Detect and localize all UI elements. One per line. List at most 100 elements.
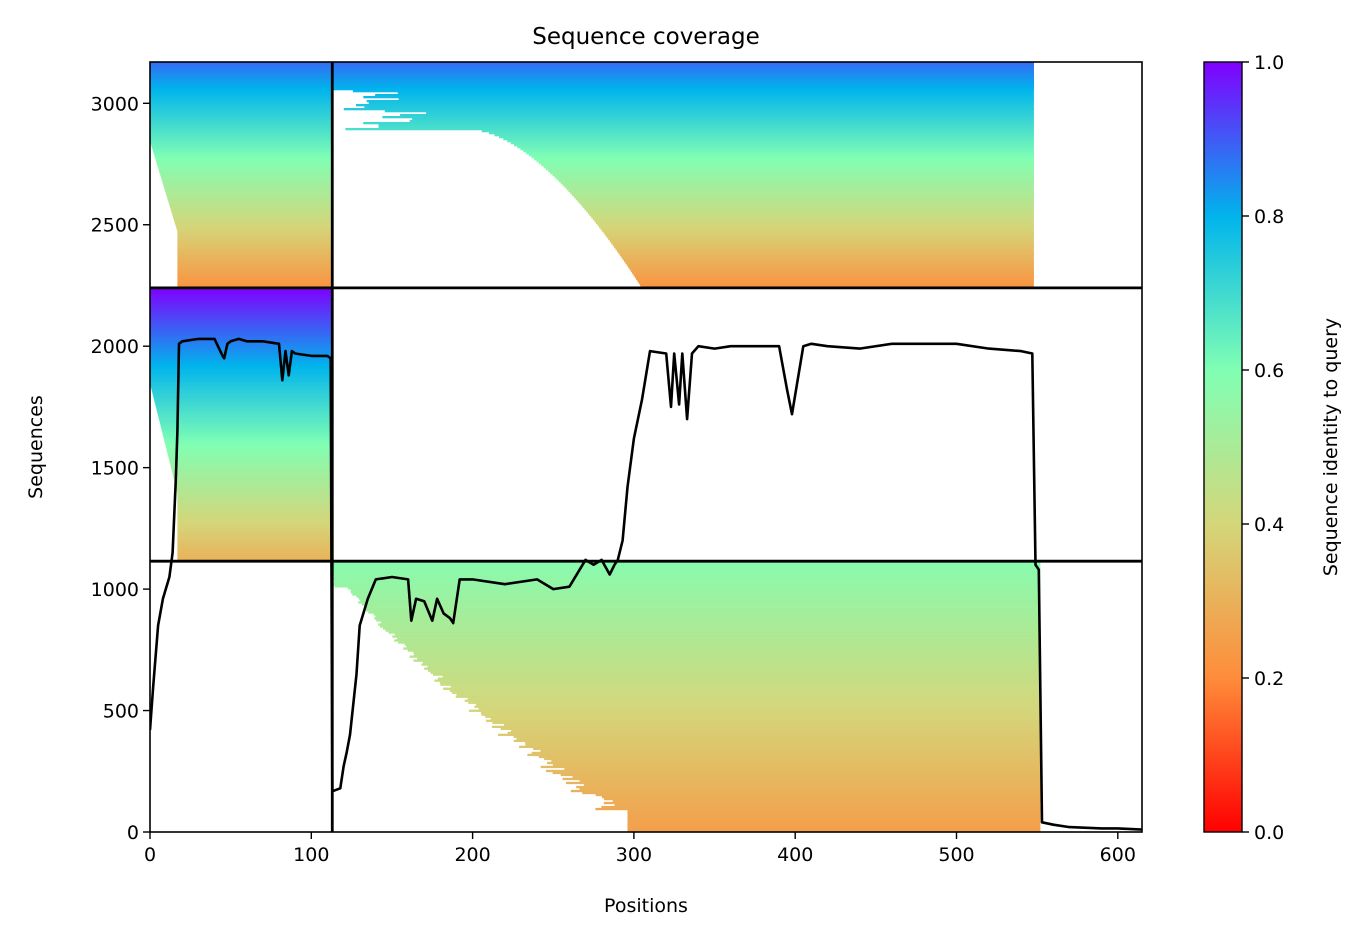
coverage-row xyxy=(531,751,1041,755)
coverage-row xyxy=(177,253,333,257)
coverage-row xyxy=(150,88,333,91)
coverage-row xyxy=(343,108,1034,111)
coverage-row xyxy=(388,631,1041,634)
coverage-line xyxy=(150,337,1142,831)
x-axis-label: Positions xyxy=(604,895,688,917)
y-tick-label: 500 xyxy=(103,701,139,723)
coverage-row xyxy=(333,567,1041,570)
coverage-row xyxy=(154,154,333,157)
coverage-row xyxy=(443,687,1041,690)
coverage-row xyxy=(177,269,333,273)
coverage-row xyxy=(606,235,1034,239)
coverage-row xyxy=(490,717,1041,720)
coverage-row xyxy=(177,497,333,500)
coverage-row xyxy=(544,757,1041,761)
coverage-row xyxy=(406,645,1041,648)
coverage-row xyxy=(150,102,333,105)
coverage-row xyxy=(177,283,333,287)
coverage-row xyxy=(177,243,333,247)
coverage-row xyxy=(150,345,333,348)
coverage-row xyxy=(627,809,1041,813)
coverage-row xyxy=(150,357,333,360)
coverage-row xyxy=(332,74,1034,77)
coverage-row xyxy=(332,76,1034,79)
coverage-row xyxy=(525,741,1041,745)
coverage-row xyxy=(165,191,333,195)
coverage-row xyxy=(400,114,1035,117)
coverage-row xyxy=(177,281,333,285)
coverage-row xyxy=(154,156,333,159)
coverage-row xyxy=(424,667,1041,670)
coverage-row xyxy=(374,617,1041,620)
coverage-row xyxy=(177,271,333,275)
coverage-row xyxy=(352,593,1041,596)
coverage-row xyxy=(150,112,333,115)
coverage-row xyxy=(174,221,333,225)
coverage-row xyxy=(150,124,333,127)
coverage-row xyxy=(451,691,1041,694)
coverage-row xyxy=(161,429,333,432)
coverage-row xyxy=(584,207,1034,211)
coverage-row xyxy=(621,255,1034,259)
coverage-row xyxy=(564,185,1034,189)
coverage-row xyxy=(150,305,333,309)
coverage-row xyxy=(404,643,1041,646)
coverage-row xyxy=(541,164,1034,167)
coverage-row xyxy=(150,106,333,109)
coverage-row xyxy=(176,489,333,492)
coverage-row xyxy=(164,441,333,444)
coverage-row xyxy=(333,575,1041,578)
coverage-row xyxy=(552,771,1041,775)
coverage-row xyxy=(161,427,333,430)
coverage-row xyxy=(350,589,1041,592)
coverage-row xyxy=(503,138,1034,141)
coverage-row xyxy=(627,826,1041,829)
coverage-row xyxy=(615,247,1034,251)
coverage-row xyxy=(413,653,1041,656)
coverage-row xyxy=(413,659,1041,662)
chain-2-block xyxy=(332,561,1041,832)
coverage-row xyxy=(150,116,333,119)
coverage-row xyxy=(150,78,333,81)
coverage-row xyxy=(412,118,1034,121)
coverage-row xyxy=(151,389,333,392)
coverage-row xyxy=(352,90,1034,93)
coverage-row xyxy=(150,315,333,319)
coverage-row xyxy=(539,162,1034,165)
coverage-row xyxy=(582,791,1041,795)
coverage-row xyxy=(513,739,1041,743)
coverage-row xyxy=(150,301,333,305)
colorbar-label: Sequence identity to query xyxy=(1320,318,1342,576)
coverage-row xyxy=(566,187,1034,191)
coverage-row xyxy=(166,193,333,197)
coverage-row xyxy=(481,713,1041,716)
coverage-row xyxy=(170,465,333,468)
coverage-row xyxy=(156,409,333,412)
coverage-row xyxy=(627,822,1041,825)
coverage-row xyxy=(150,369,333,372)
coverage-row xyxy=(583,783,1041,787)
coverage-row xyxy=(375,615,1041,618)
coverage-row xyxy=(407,649,1041,652)
coverage-row xyxy=(514,144,1034,147)
coverage-row xyxy=(154,401,333,404)
coverage-row xyxy=(151,387,333,390)
coverage-row xyxy=(159,172,333,175)
coverage-row xyxy=(177,237,333,241)
coverage-row xyxy=(417,657,1041,660)
coverage-row xyxy=(632,271,1034,275)
coverage-row xyxy=(627,828,1041,831)
coverage-row xyxy=(638,281,1034,285)
x-tick-label: 200 xyxy=(454,844,490,866)
coverage-row xyxy=(177,501,333,504)
coverage-row xyxy=(468,709,1041,712)
coverage-row xyxy=(160,423,333,426)
coverage-row xyxy=(177,509,333,512)
coverage-row xyxy=(177,529,333,532)
coverage-row xyxy=(627,820,1041,823)
coverage-row xyxy=(510,142,1034,145)
coverage-row xyxy=(627,813,1041,817)
coverage-row xyxy=(600,227,1034,231)
coverage-row xyxy=(152,393,333,396)
coverage-row xyxy=(618,251,1034,255)
